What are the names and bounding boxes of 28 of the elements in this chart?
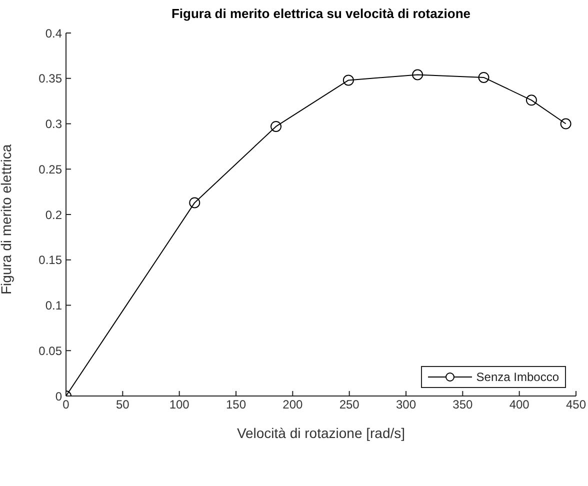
y-tick-label: 0.4: [45, 26, 62, 40]
x-tick-label: 100: [169, 398, 190, 412]
x-tick-label: 450: [566, 398, 586, 412]
y-tick-label: 0.35: [38, 72, 62, 86]
y-tick-label: 0.3: [45, 117, 62, 132]
legend-label: Senza Imbocco: [476, 370, 559, 384]
point: [189, 197, 200, 208]
point: [270, 120, 282, 132]
point: [526, 94, 537, 106]
y-tick-label: 0.2: [45, 208, 62, 222]
x-tick-label: 250: [339, 398, 360, 412]
y-tick-label: 0.1: [45, 298, 62, 313]
y-tick-label: 0.15: [38, 253, 62, 268]
x-tick-label: 150: [226, 398, 246, 412]
y-tick-label: 0.05: [38, 344, 62, 358]
x-axis-title: Velocità di rotazione [rad/s]: [236, 425, 406, 441]
point: [478, 72, 490, 83]
point: [412, 69, 424, 80]
point: [342, 74, 354, 86]
y-axis-title: Figura di merito elettrica: [0, 144, 14, 294]
x-tick-label: 350: [452, 398, 473, 412]
x-tick-label: 200: [282, 398, 303, 412]
x-tick-label: 50: [116, 398, 130, 412]
chart-title: Figura di merito elettrica su velocità di rotazione: [170, 6, 472, 21]
y-tick-label: 0.25: [38, 162, 62, 176]
x-tick-label: 400: [509, 398, 530, 412]
x-tick-label: 300: [396, 398, 416, 412]
point: [560, 118, 572, 130]
